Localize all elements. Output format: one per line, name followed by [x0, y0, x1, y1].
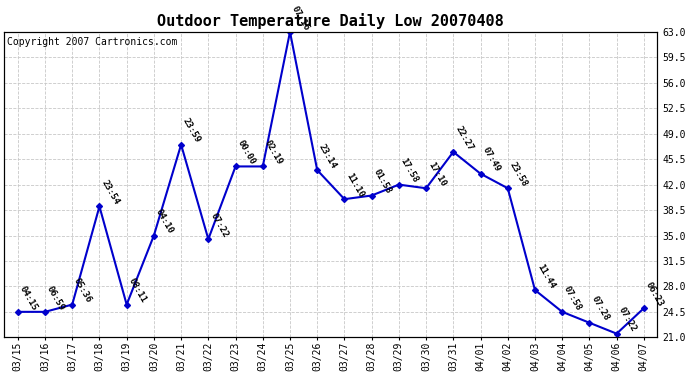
Text: 23:58: 23:58: [508, 160, 529, 188]
Text: Copyright 2007 Cartronics.com: Copyright 2007 Cartronics.com: [8, 36, 178, 46]
Text: 17:58: 17:58: [399, 157, 420, 184]
Text: 01:58: 01:58: [372, 168, 393, 195]
Text: 23:14: 23:14: [317, 142, 338, 170]
Text: 23:59: 23:59: [181, 117, 202, 145]
Text: 00:00: 00:00: [235, 139, 257, 166]
Text: 04:15: 04:15: [18, 284, 39, 312]
Text: 06:23: 06:23: [644, 280, 665, 308]
Text: 17:10: 17:10: [426, 160, 447, 188]
Text: 07:58: 07:58: [562, 284, 584, 312]
Text: 06:59: 06:59: [45, 284, 66, 312]
Title: Outdoor Temperature Daily Low 20070408: Outdoor Temperature Daily Low 20070408: [157, 13, 504, 29]
Text: 05:36: 05:36: [72, 277, 93, 304]
Text: 11:44: 11:44: [535, 262, 556, 290]
Text: 04:10: 04:10: [154, 208, 175, 236]
Text: 07:22: 07:22: [617, 306, 638, 334]
Text: 23:54: 23:54: [99, 178, 121, 206]
Text: 02:19: 02:19: [263, 139, 284, 166]
Text: 08:11: 08:11: [127, 277, 148, 304]
Text: 07:49: 07:49: [480, 146, 502, 174]
Text: 11:10: 11:10: [344, 171, 366, 199]
Text: 07:16: 07:16: [290, 4, 311, 32]
Text: 22:27: 22:27: [453, 124, 475, 152]
Text: 07:28: 07:28: [589, 295, 611, 323]
Text: 07:22: 07:22: [208, 211, 230, 239]
